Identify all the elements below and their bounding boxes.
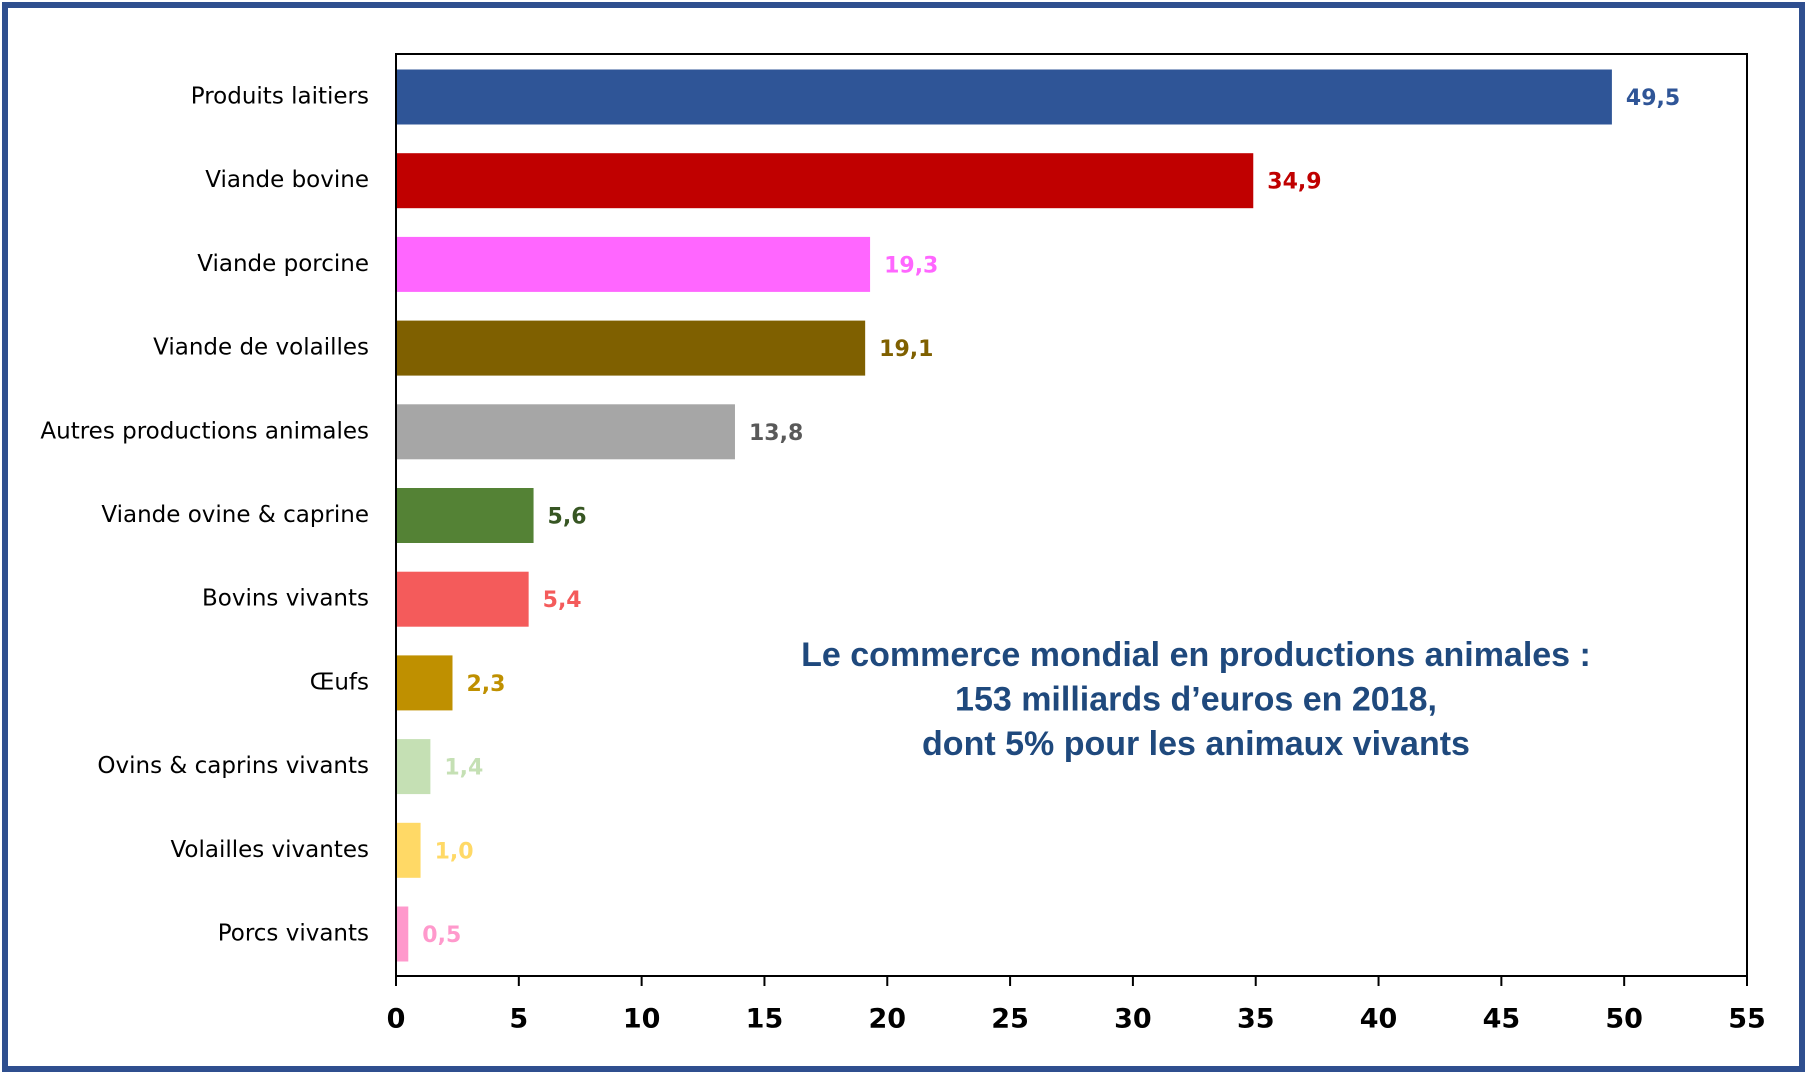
x-tick-label: 40 [1360, 1004, 1398, 1035]
bar [396, 320, 866, 376]
bar [396, 906, 409, 962]
value-label: 19,1 [879, 337, 933, 362]
bar [396, 571, 529, 627]
bar [396, 404, 735, 460]
value-label: 2,3 [466, 672, 505, 697]
y-tick-label: Viande bovine [205, 167, 369, 193]
x-tick-label: 55 [1728, 1004, 1766, 1035]
value-label: 5,4 [543, 588, 582, 613]
y-tick-label: Viande de volailles [153, 335, 369, 361]
bar [396, 236, 871, 292]
y-tick-label: Œufs [310, 669, 369, 695]
value-label: 49,5 [1626, 86, 1680, 111]
value-label: 5,6 [548, 505, 587, 530]
bar [396, 69, 1612, 125]
x-tick-label: 25 [991, 1004, 1029, 1035]
x-tick-label: 5 [509, 1004, 528, 1035]
y-tick-label: Autres productions animales [40, 418, 369, 444]
bar [396, 153, 1254, 209]
x-tick-label: 50 [1605, 1004, 1643, 1035]
x-tick-label: 35 [1237, 1004, 1275, 1035]
y-tick-label: Produits laitiers [191, 84, 369, 110]
y-tick-label: Ovins & caprins vivants [97, 753, 369, 779]
y-tick-label: Volailles vivantes [170, 837, 369, 863]
value-label: 1,4 [444, 756, 483, 781]
x-tick-label: 30 [1114, 1004, 1152, 1035]
y-tick-label: Viande porcine [197, 251, 369, 277]
x-tick-label: 10 [623, 1004, 661, 1035]
annotation: dont 5% pour les animaux vivants [922, 725, 1470, 763]
bar [396, 822, 421, 878]
x-tick-label: 0 [387, 1004, 406, 1035]
value-label: 1,0 [435, 839, 474, 864]
value-label: 34,9 [1267, 170, 1321, 195]
annotation: Le commerce mondial en productions anima… [801, 636, 1591, 674]
x-tick-label: 20 [868, 1004, 906, 1035]
bar [396, 655, 453, 711]
x-tick-label: 15 [746, 1004, 784, 1035]
annotation: 153 milliards d’euros en 2018, [955, 680, 1437, 718]
bar [396, 488, 534, 543]
value-label: 19,3 [884, 253, 938, 278]
value-label: 0,5 [422, 923, 461, 948]
y-tick-label: Viande ovine & caprine [101, 502, 369, 528]
value-label: 13,8 [749, 421, 803, 446]
y-tick-label: Porcs vivants [218, 921, 369, 947]
x-tick-label: 45 [1483, 1004, 1521, 1035]
y-tick-label: Bovins vivants [202, 586, 369, 612]
bar [396, 739, 431, 795]
